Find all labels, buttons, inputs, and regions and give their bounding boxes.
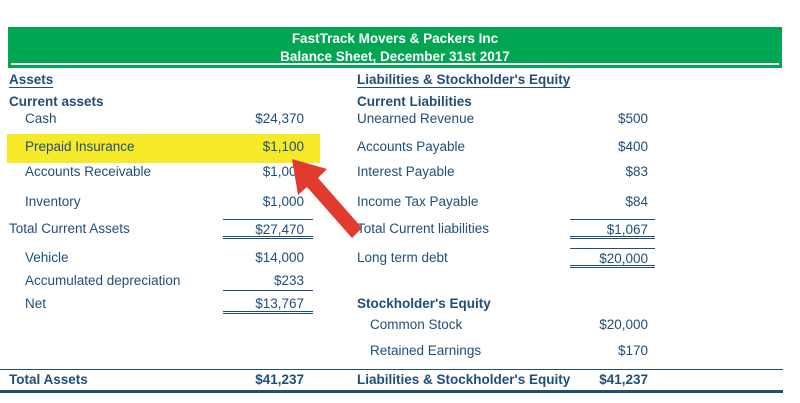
title-band: FastTrack Movers & Packers Inc Balance S… <box>8 27 782 68</box>
assets-heading-row: Assets <box>0 70 335 90</box>
row-accumulated-depreciation: Accumulated depreciation $233 <box>0 271 335 291</box>
retained-earnings-value: $170 <box>617 343 648 358</box>
total-assets-value: $41,237 <box>255 372 304 387</box>
row-inventory: Inventory $1,000 <box>0 192 335 212</box>
interest-payable-label: Interest Payable <box>357 164 455 179</box>
highlight-prepaid-insurance <box>7 134 320 163</box>
vehicle-value: $14,000 <box>255 250 304 265</box>
net-value: $13,767 <box>223 294 313 314</box>
income-tax-payable-value: $84 <box>625 194 648 209</box>
prepaid-insurance-label: Prepaid Insurance <box>25 139 135 154</box>
grand-total-band: Total Assets $41,237 Liabilities & Stock… <box>0 369 783 393</box>
row-total-current-assets: Total Current Assets $27,470 <box>0 219 335 239</box>
accounts-receivable-value: $1,000 <box>262 164 304 179</box>
cash-value: $24,370 <box>255 111 304 126</box>
row-prepaid-insurance: Prepaid Insurance $1,100 <box>0 137 335 157</box>
current-assets-heading: Current assets <box>9 94 104 109</box>
stockholders-equity-heading: Stockholder's Equity <box>357 296 491 311</box>
retained-earnings-label: Retained Earnings <box>370 343 482 358</box>
liabilities-heading: Liabilities & Stockholder's Equity <box>357 72 571 87</box>
inventory-value: $1,000 <box>262 194 304 209</box>
total-current-assets-value: $27,470 <box>223 219 313 239</box>
common-stock-value: $20,000 <box>599 317 648 332</box>
total-liabilities-equity-value: $41,237 <box>599 372 648 387</box>
unearned-revenue-value: $500 <box>617 111 648 126</box>
common-stock-label: Common Stock <box>370 317 463 332</box>
accounts-receivable-label: Accounts Receivable <box>25 164 152 179</box>
unearned-revenue-label: Unearned Revenue <box>357 111 475 126</box>
income-tax-payable-label: Income Tax Payable <box>357 194 479 209</box>
vehicle-label: Vehicle <box>25 250 69 265</box>
current-liabilities-heading: Current Liabilities <box>357 94 472 109</box>
row-long-term-debt: Long term debt $20,000 <box>345 248 800 268</box>
liabilities-column: Liabilities & Stockholder's Equity Curre… <box>345 0 800 403</box>
interest-payable-value: $83 <box>625 164 648 179</box>
long-term-debt-value: $20,000 <box>570 248 655 268</box>
assets-heading: Assets <box>9 72 54 87</box>
row-retained-earnings: Retained Earnings $170 <box>345 341 800 361</box>
row-net: Net $13,767 <box>0 294 335 314</box>
accumulated-depreciation-label: Accumulated depreciation <box>25 273 181 288</box>
cash-label: Cash <box>25 111 57 126</box>
net-label: Net <box>25 296 47 311</box>
row-interest-payable: Interest Payable $83 <box>345 162 800 182</box>
total-current-liabilities-label: Total Current liabilities <box>357 221 490 236</box>
accumulated-depreciation-value: $233 <box>223 271 313 291</box>
row-common-stock: Common Stock $20,000 <box>345 315 800 335</box>
row-accounts-receivable: Accounts Receivable $1,000 <box>0 162 335 182</box>
liabilities-heading-row: Liabilities & Stockholder's Equity <box>345 70 800 90</box>
row-vehicle: Vehicle $14,000 <box>0 248 335 268</box>
total-liabilities-equity-label: Liabilities & Stockholder's Equity <box>357 372 571 387</box>
current-assets-heading-row: Current assets <box>0 92 335 112</box>
current-liabilities-heading-row: Current Liabilities <box>345 92 800 112</box>
title-band-rule <box>11 63 779 65</box>
total-current-liabilities-value: $1,067 <box>570 219 655 239</box>
row-income-tax-payable: Income Tax Payable $84 <box>345 192 800 212</box>
assets-column: Assets Current assets Cash $24,370 Prepa… <box>0 0 335 403</box>
company-title: FastTrack Movers & Packers Inc <box>291 31 499 46</box>
accounts-payable-value: $400 <box>617 139 648 154</box>
row-accounts-payable: Accounts Payable $400 <box>345 137 800 157</box>
total-current-assets-label: Total Current Assets <box>9 221 130 236</box>
row-cash: Cash $24,370 <box>0 109 335 129</box>
prepaid-insurance-value: $1,100 <box>262 139 304 154</box>
inventory-label: Inventory <box>25 194 81 209</box>
row-unearned-revenue: Unearned Revenue $500 <box>345 109 800 129</box>
long-term-debt-label: Long term debt <box>357 250 448 265</box>
row-total-current-liabilities: Total Current liabilities $1,067 <box>345 219 800 239</box>
report-subtitle: Balance Sheet, December 31st 2017 <box>280 49 510 64</box>
accounts-payable-label: Accounts Payable <box>357 139 466 154</box>
stockholders-equity-heading-row: Stockholder's Equity <box>345 294 800 314</box>
total-assets-label: Total Assets <box>9 372 88 387</box>
